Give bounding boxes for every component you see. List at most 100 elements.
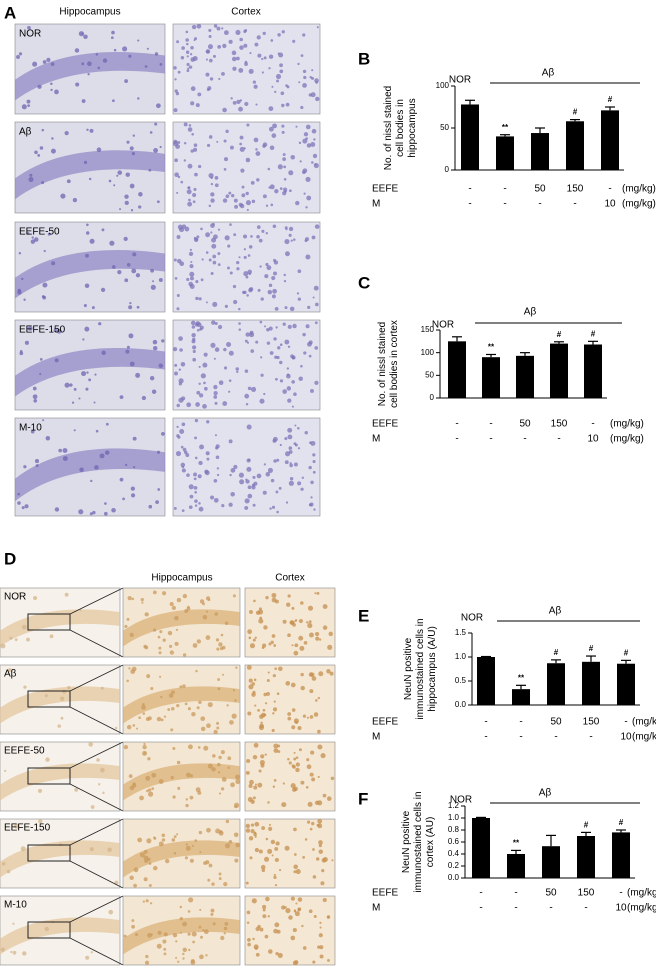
cell — [235, 666, 238, 669]
cell — [132, 436, 137, 441]
cell — [249, 609, 253, 614]
cell — [267, 801, 270, 804]
cell — [248, 836, 254, 841]
cell — [266, 341, 271, 345]
cell — [88, 177, 92, 181]
significance: # — [589, 644, 594, 653]
cell — [247, 629, 253, 635]
cell — [284, 906, 287, 909]
cell — [228, 439, 233, 444]
cell — [60, 193, 66, 199]
cell — [238, 307, 241, 311]
cell — [232, 689, 236, 692]
cell — [268, 126, 274, 132]
cell — [203, 352, 208, 357]
cell — [303, 75, 307, 80]
bar — [482, 357, 500, 398]
cell — [158, 841, 164, 847]
cell — [261, 868, 266, 873]
cell — [266, 265, 272, 271]
cell — [146, 857, 151, 862]
cell — [326, 796, 332, 801]
cell — [255, 952, 260, 957]
cell — [285, 501, 289, 504]
cell — [313, 138, 316, 141]
cell — [44, 926, 50, 932]
cell — [274, 667, 277, 670]
cell — [23, 685, 27, 689]
dose-value: 50 — [550, 717, 562, 728]
cell — [224, 921, 229, 926]
cell — [175, 940, 178, 943]
cell — [328, 631, 333, 637]
cell — [217, 687, 221, 691]
cell — [186, 402, 192, 408]
cell — [235, 779, 241, 785]
cell — [263, 713, 267, 717]
cell — [147, 716, 152, 721]
cell — [214, 434, 217, 437]
cell — [249, 52, 252, 55]
cell — [239, 37, 243, 42]
cell — [290, 239, 293, 242]
dose-value: - — [514, 888, 517, 899]
cell — [235, 842, 241, 848]
cell — [180, 55, 185, 60]
micrograph — [244, 741, 336, 812]
cell — [90, 805, 95, 809]
cell — [99, 453, 105, 459]
cell-layer — [0, 763, 120, 801]
zoom-line — [69, 629, 124, 658]
cell — [288, 761, 292, 765]
cell — [189, 248, 192, 251]
cell — [4, 769, 7, 772]
bar — [584, 344, 602, 398]
cell — [88, 378, 92, 382]
dose-name: EEFE — [372, 419, 398, 430]
cell — [213, 357, 216, 360]
cell — [306, 764, 312, 770]
cell — [37, 153, 41, 157]
cell — [191, 325, 196, 329]
cell — [287, 712, 292, 716]
cell — [139, 852, 145, 858]
cell — [123, 745, 129, 750]
cell — [314, 321, 318, 325]
cell — [123, 934, 127, 938]
cell — [175, 144, 180, 149]
cell — [306, 195, 312, 201]
cell — [67, 685, 71, 690]
cell — [101, 350, 106, 355]
cell — [296, 292, 300, 295]
cell — [292, 960, 298, 966]
group-label: NOR — [432, 320, 454, 331]
cell — [310, 496, 313, 499]
cell — [269, 145, 275, 151]
cell — [265, 595, 269, 600]
cell — [190, 261, 193, 264]
cell — [294, 424, 297, 427]
cell — [21, 624, 27, 630]
cell — [259, 927, 264, 932]
cell — [257, 782, 263, 788]
cell — [308, 354, 312, 358]
cell — [259, 320, 263, 324]
cell — [18, 52, 23, 56]
cell — [14, 638, 18, 642]
dose-value: - — [484, 732, 487, 743]
cell — [286, 367, 290, 370]
panel-label: B — [358, 49, 370, 68]
cell — [304, 838, 308, 841]
cell — [163, 715, 167, 718]
cell — [252, 638, 256, 642]
cell — [186, 189, 192, 195]
cell — [62, 456, 68, 461]
cell — [194, 456, 198, 460]
cell — [181, 465, 185, 469]
cell — [248, 245, 253, 249]
cell — [189, 276, 194, 281]
cell — [181, 46, 185, 50]
cell — [253, 481, 258, 486]
cell — [272, 436, 278, 442]
cell — [9, 636, 13, 640]
